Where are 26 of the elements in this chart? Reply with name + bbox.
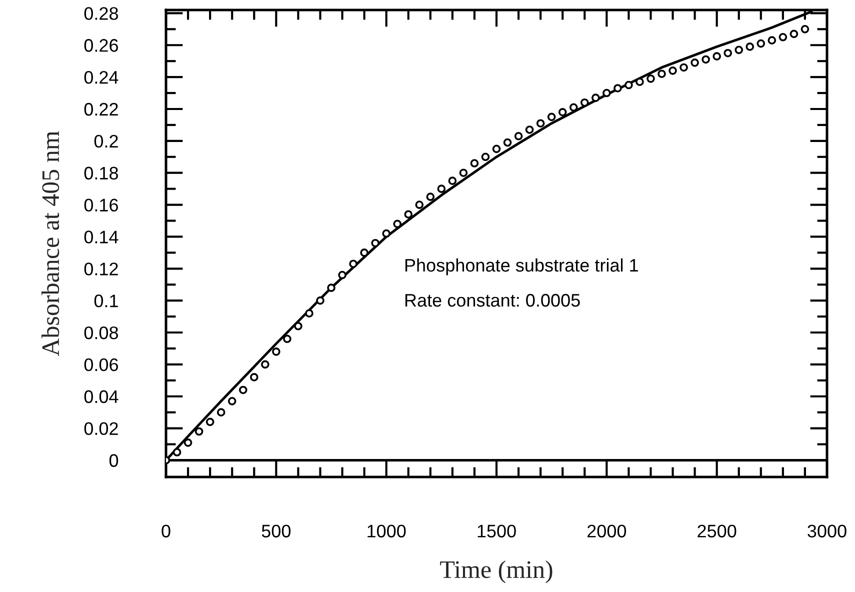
y-axis-title: Absorbance at 405 nm bbox=[42, 131, 60, 356]
y-tick-label: 0.06 bbox=[84, 358, 118, 372]
x-axis-title: Time (min) bbox=[440, 560, 552, 584]
x-tick-label: 0 bbox=[162, 524, 170, 538]
y-tick-label: 0 bbox=[109, 454, 118, 467]
annotation: Rate constant: 0.0005 bbox=[405, 294, 580, 307]
y-tick-label: 0.2 bbox=[94, 134, 118, 148]
y-tick-label: 0.24 bbox=[84, 70, 118, 84]
y-tick-label: 0.1 bbox=[94, 294, 118, 308]
x-tick-label: 2000 bbox=[587, 524, 626, 538]
x-tick-label: 1000 bbox=[368, 524, 406, 538]
y-tick-label: 0.08 bbox=[84, 326, 118, 340]
x-tick-label: 500 bbox=[262, 524, 291, 538]
y-tick-label: 0.22 bbox=[84, 102, 118, 116]
y-tick-label: 0.16 bbox=[84, 198, 118, 212]
y-tick-label: 0.28 bbox=[84, 7, 118, 20]
y-tick-label: 0.26 bbox=[84, 39, 118, 52]
x-tick-label: 3000 bbox=[808, 524, 846, 538]
y-tick-label: 0.04 bbox=[84, 390, 118, 404]
y-tick-label: 0.18 bbox=[84, 166, 118, 180]
y-tick-label: 0.14 bbox=[84, 230, 118, 244]
x-tick-label: 2500 bbox=[698, 524, 736, 538]
y-tick-label: 0.12 bbox=[84, 262, 118, 276]
x-tick-label: 1500 bbox=[478, 524, 516, 538]
y-tick-label: 0.02 bbox=[84, 422, 118, 436]
annotation: Phosphonate substrate trial 1 bbox=[405, 258, 638, 276]
